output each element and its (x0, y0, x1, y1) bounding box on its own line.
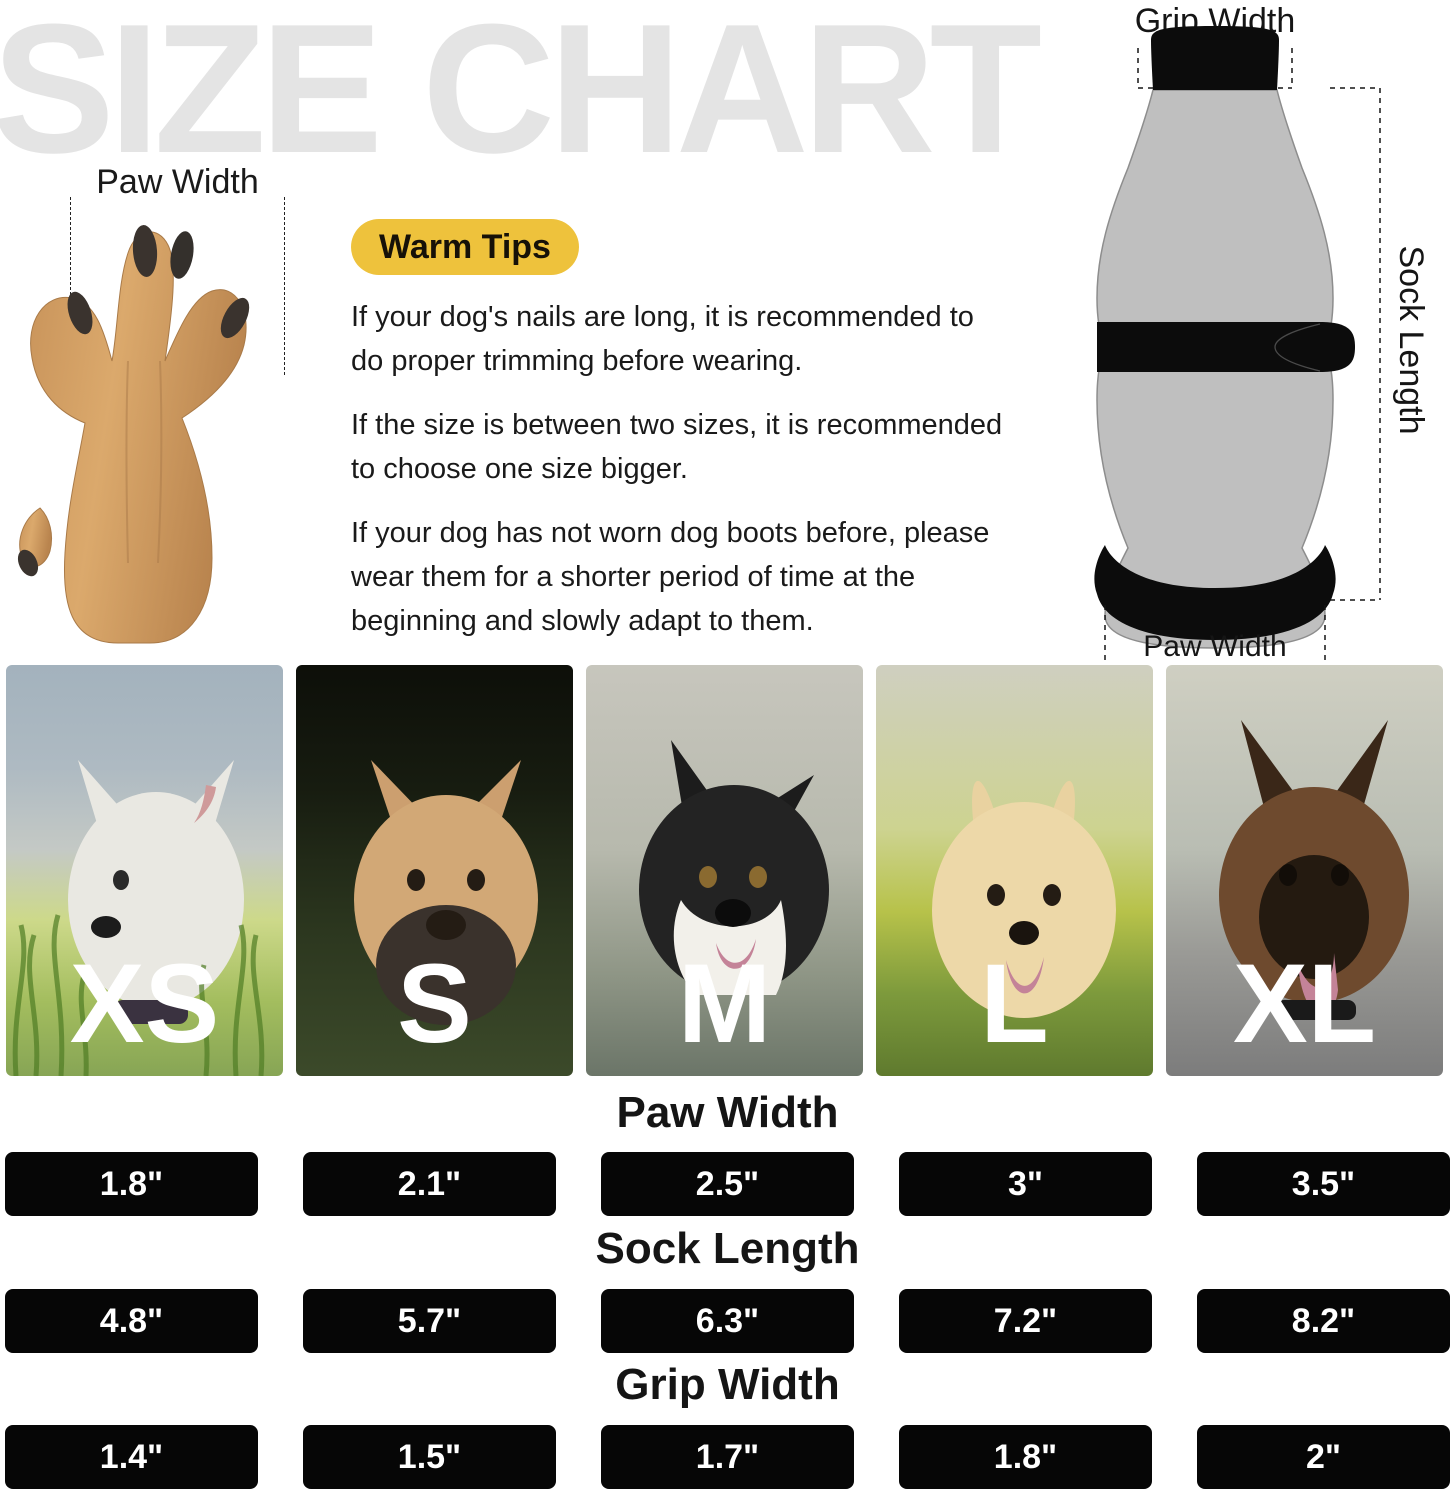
svg-text:Paw Width: Paw Width (1143, 630, 1286, 663)
svg-text:Sock Length: Sock Length (1392, 245, 1430, 434)
